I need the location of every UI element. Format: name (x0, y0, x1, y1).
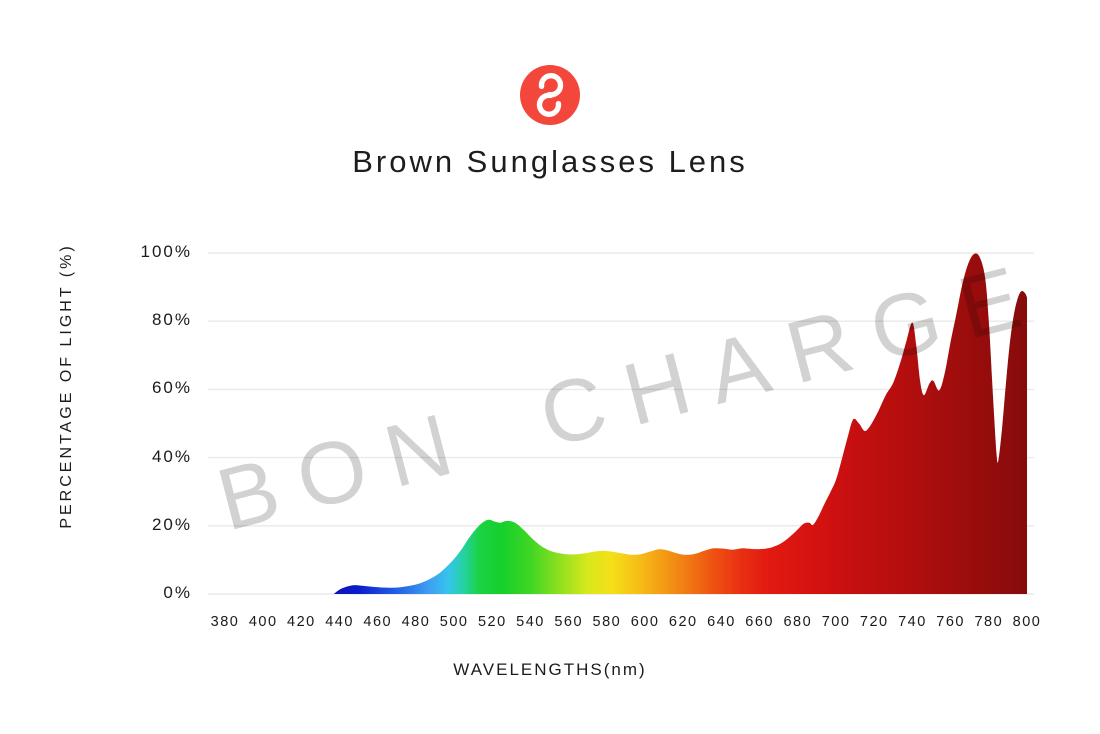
x-tick-label: 520 (477, 614, 507, 630)
y-tick-label: 80% (151, 310, 192, 330)
y-tick-label: 0% (163, 583, 192, 602)
y-tick-label: 60% (151, 378, 192, 398)
y-tick-label: 20% (151, 514, 192, 534)
x-tick-label: 400 (248, 614, 278, 630)
x-tick-label: 700 (821, 614, 851, 630)
x-tick-label: 460 (363, 614, 393, 630)
x-tick-label: 740 (898, 614, 927, 630)
x-tick-label: 500 (439, 614, 469, 630)
x-tick-label: 380 (210, 614, 240, 630)
transmission-area (333, 253, 1027, 594)
x-tick-label: 580 (592, 614, 622, 630)
x-tick-label: 780 (974, 614, 1004, 630)
figure8-icon (536, 73, 564, 117)
page-title: Brown Sunglasses Lens (352, 144, 748, 179)
x-tick-label: 680 (783, 614, 813, 630)
x-tick-label: 660 (745, 614, 774, 630)
y-tick-label: 40% (151, 446, 192, 466)
x-tick-label: 420 (287, 614, 316, 630)
x-tick-label: 480 (401, 614, 431, 630)
x-tick-label: 800 (1012, 614, 1042, 630)
bon-charge-logo (520, 65, 580, 125)
x-tick-label: 600 (630, 614, 660, 630)
x-tick-label: 760 (936, 614, 965, 630)
x-tick-label: 640 (707, 614, 736, 630)
x-tick-label: 620 (668, 614, 698, 630)
x-tick-label: 720 (859, 614, 889, 630)
x-tick-label: 560 (554, 614, 584, 630)
y-tick-label: 100% (140, 242, 192, 261)
x-tick-label: 440 (325, 614, 354, 630)
x-axis-title: WAVELENGTHS(nm) (453, 660, 647, 679)
x-tick-label: 540 (516, 614, 545, 630)
